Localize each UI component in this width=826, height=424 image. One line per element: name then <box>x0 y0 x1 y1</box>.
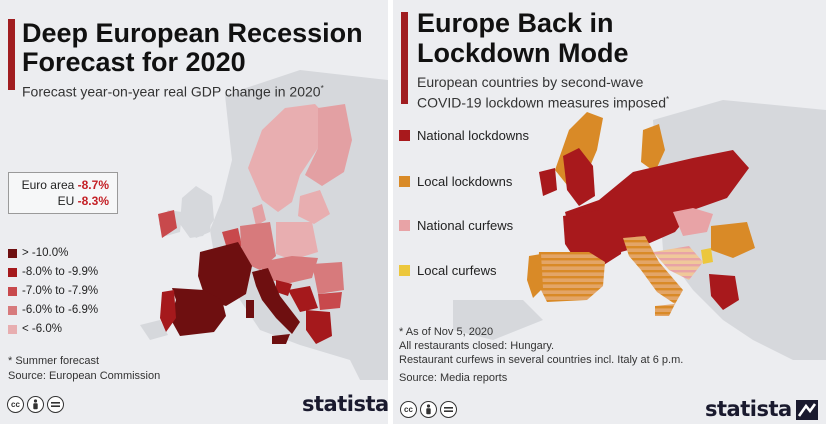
right-title-line-2: Lockdown Mode <box>417 38 629 68</box>
lockdown-panel: Europe Back in Lockdown Mode European co… <box>393 0 826 424</box>
right-note-hungary: All restaurants closed: Hungary. <box>399 340 555 352</box>
region-france <box>198 242 252 306</box>
stat-euro-area: Euro area -8.7% <box>21 178 109 192</box>
legend-label: > -10.0% <box>22 247 69 259</box>
region-finland <box>305 104 352 186</box>
right-title-line-1: Europe Back in <box>417 8 614 38</box>
legend-swatch <box>8 324 17 334</box>
legend-item: > -10.0% <box>8 246 68 260</box>
eu-summary-box: Euro area -8.7% EU -8.3% <box>8 172 118 214</box>
right-source: Source: Media reports <box>399 372 508 384</box>
title-accent-bar <box>8 19 15 90</box>
legend-swatch <box>399 130 410 141</box>
region-slovenia <box>276 280 292 296</box>
statista-logo[interactable]: statista <box>705 397 792 421</box>
region-portugal <box>527 254 543 298</box>
region-baltics <box>298 190 330 224</box>
left-footnote: * Summer forecast <box>8 355 100 367</box>
lockdown-map <box>453 100 826 360</box>
region-uk <box>563 148 595 206</box>
equals-icon[interactable] <box>47 396 64 413</box>
title-accent-bar <box>401 12 408 104</box>
legend-label: < -6.0% <box>22 323 62 335</box>
left-subtitle: Forecast year-on-year real GDP change in… <box>22 83 324 100</box>
license-icons: cc <box>400 401 457 418</box>
person-icon[interactable] <box>27 396 44 413</box>
right-subtitle-line-2: COVID-19 lockdown measures imposed* <box>417 94 670 111</box>
region-italy <box>623 236 683 304</box>
legend-item: Local lockdowns <box>399 174 512 189</box>
legend-swatch <box>399 265 410 276</box>
region-balkans <box>653 246 703 280</box>
legend-item: -6.0% to -6.9% <box>8 303 98 317</box>
statista-mark-icon <box>796 400 818 420</box>
region-portugal <box>160 290 176 332</box>
legend-swatch <box>399 220 410 231</box>
legend-item: National lockdowns <box>399 128 529 143</box>
left-title-line-1: Deep European Recession <box>22 18 363 48</box>
region-germany <box>240 222 276 270</box>
region-croatia <box>288 286 318 312</box>
legend-label: -6.0% to -6.9% <box>22 304 99 316</box>
statista-logo[interactable]: statista <box>302 392 388 416</box>
region-bulgaria <box>318 292 342 310</box>
region-uk <box>184 190 212 238</box>
legend-item: Local curfews <box>399 263 496 278</box>
legend-item: -7.0% to -7.9% <box>8 284 98 298</box>
region-romania <box>711 222 755 258</box>
region-sicily <box>272 334 290 344</box>
panel-divider <box>388 0 393 424</box>
legend-swatch <box>8 286 17 296</box>
region-nordic <box>248 104 330 212</box>
region-ireland <box>539 168 557 196</box>
cc-icon[interactable]: cc <box>7 396 24 413</box>
legend-label: -8.0% to -9.9% <box>22 266 99 278</box>
region-italy <box>252 268 300 334</box>
region-spain <box>170 288 226 336</box>
region-finland <box>641 124 665 172</box>
gdp-forecast-panel: Deep European Recession Forecast for 202… <box>0 0 388 424</box>
gdp-forecast-map <box>140 70 388 380</box>
region-spain <box>537 252 605 302</box>
stat-eu: EU -8.3% <box>57 194 109 208</box>
region-sardinia <box>246 300 254 318</box>
legend-item: < -6.0% <box>8 322 62 336</box>
legend-swatch <box>399 176 410 187</box>
legend-label: National lockdowns <box>417 128 530 143</box>
equals-icon[interactable] <box>440 401 457 418</box>
region-greece <box>709 274 739 310</box>
legend-label: Local lockdowns <box>417 174 513 189</box>
right-subtitle-line-1: European countries by second-wave <box>417 74 644 90</box>
legend-label: National curfews <box>417 218 514 233</box>
legend-label: -7.0% to -7.9% <box>22 285 99 297</box>
region-denmark <box>252 204 266 226</box>
legend-swatch <box>8 267 17 277</box>
region-central-curfew <box>673 208 713 236</box>
license-icons: cc <box>7 396 64 413</box>
legend-item: National curfews <box>399 218 513 233</box>
person-icon[interactable] <box>420 401 437 418</box>
legend-swatch <box>8 305 17 315</box>
left-title-line-2: Forecast for 2020 <box>22 47 246 77</box>
region-local-curfew <box>701 248 713 264</box>
right-note-date: * As of Nov 5, 2020 <box>399 326 494 338</box>
region-sicily <box>655 304 675 316</box>
legend-item: -8.0% to -9.9% <box>8 265 98 279</box>
region-romania <box>312 262 344 294</box>
region-greece <box>306 310 332 344</box>
cc-icon[interactable]: cc <box>400 401 417 418</box>
region-ireland <box>158 210 177 238</box>
region-poland <box>276 222 318 260</box>
right-note-curfews: Restaurant curfews in several countries … <box>399 354 684 366</box>
legend-swatch <box>8 248 17 258</box>
region-central <box>260 256 318 284</box>
legend-label: Local curfews <box>417 263 497 278</box>
left-source: Source: European Commission <box>8 370 161 382</box>
